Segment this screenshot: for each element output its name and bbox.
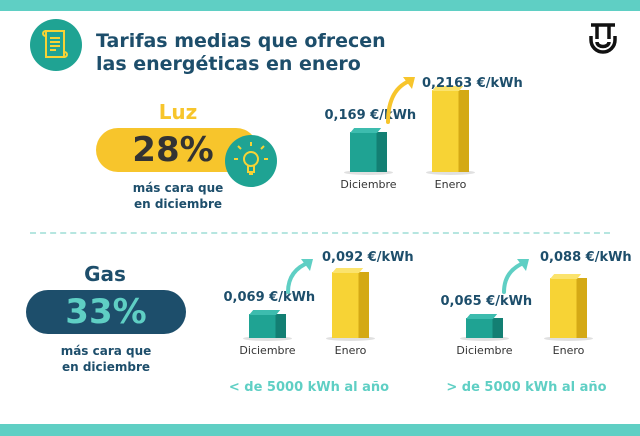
luz-subtitle-line-2: en diciembre — [133, 197, 223, 211]
chart-caption: < de 5000 kWh al año — [228, 380, 390, 395]
chart-caption: > de 5000 kWh al año — [446, 380, 607, 395]
gas-percent: 33% — [65, 292, 147, 332]
bar-shadow — [243, 336, 292, 341]
bar-top — [550, 274, 582, 279]
luz-subtitle: más cara que en diciembre — [118, 180, 238, 212]
value-label: 0,092 €/kWh — [322, 250, 414, 265]
gas-percent-pill: 33% — [26, 290, 186, 334]
category-label: Enero — [434, 178, 467, 191]
bar-shadow — [544, 336, 593, 341]
gas-label: Gas — [84, 262, 126, 286]
value-label: 0,2163 €/kWh — [422, 76, 523, 91]
bar-shadow — [326, 336, 375, 341]
category-label: Enero — [552, 344, 585, 357]
bar-top — [350, 128, 382, 133]
bar-enero — [332, 268, 369, 338]
value-label: 0,088 €/kWh — [540, 250, 632, 265]
category-label: Diciembre — [340, 178, 397, 191]
bar-shadow — [426, 170, 475, 175]
value-label: 0,169 €/kWh — [324, 108, 417, 123]
title-line-2: las energéticas en enero — [96, 53, 361, 75]
category-label: Diciembre — [239, 344, 296, 357]
page-title: Tarifas medias que ofrecen las energétic… — [96, 30, 386, 76]
category-label: Diciembre — [456, 344, 513, 357]
document-scroll-icon — [30, 19, 82, 71]
gas-subtitle: más cara que en diciembre — [46, 343, 166, 375]
luz-subtitle-line-1: más cara que — [132, 181, 224, 195]
value-label: 0,065 €/kWh — [440, 294, 533, 309]
bar-enero — [432, 86, 469, 172]
bar-shadow — [460, 336, 509, 341]
bar-diciembre — [350, 128, 387, 172]
bar-enero — [550, 274, 587, 338]
bar-top — [249, 310, 281, 315]
bar-diciembre — [249, 310, 286, 338]
bar-top — [466, 314, 498, 319]
top-band — [0, 0, 640, 11]
gas-subtitle-line-1: más cara que — [60, 344, 152, 358]
section-divider — [30, 232, 610, 234]
bottom-band — [0, 424, 640, 436]
gas-subtitle-line-2: en diciembre — [61, 360, 151, 374]
brand-logo — [588, 22, 618, 56]
bar-diciembre — [466, 314, 503, 338]
bar-shadow — [344, 170, 393, 175]
category-label: Enero — [334, 344, 367, 357]
luz-label: Luz — [158, 100, 198, 124]
bar-top — [332, 268, 364, 273]
value-label: 0,069 €/kWh — [223, 290, 316, 305]
lightbulb-icon — [225, 135, 277, 187]
luz-percent: 28% — [132, 130, 214, 170]
title-line-1: Tarifas medias que ofrecen — [96, 30, 386, 52]
